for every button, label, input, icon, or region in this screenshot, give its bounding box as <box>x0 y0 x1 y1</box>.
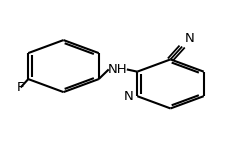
Text: N: N <box>123 90 133 103</box>
Text: N: N <box>184 32 194 45</box>
Text: F: F <box>17 81 24 94</box>
Text: NH: NH <box>108 63 128 76</box>
